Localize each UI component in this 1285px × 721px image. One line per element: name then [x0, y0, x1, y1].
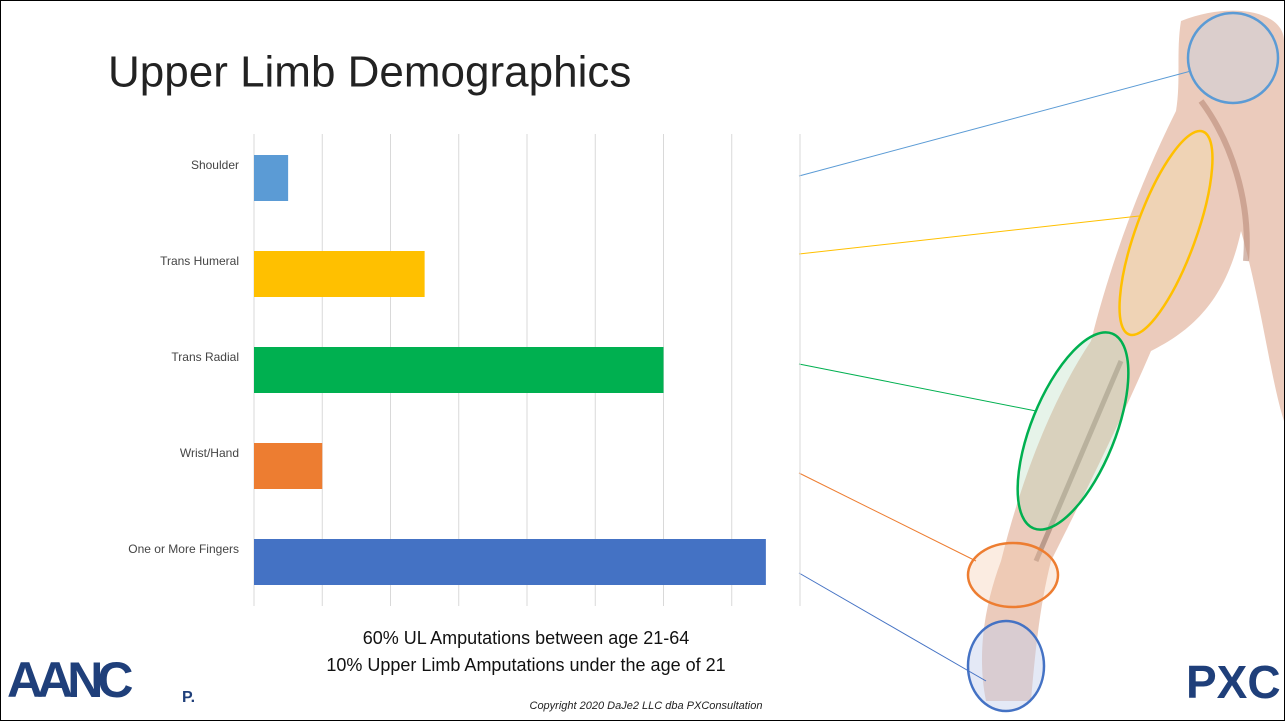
note: 60% UL Amputations between age 21-64 [363, 628, 690, 648]
y-tick-label: Wrist/Hand [180, 446, 239, 460]
y-tick-label: Shoulder [191, 158, 239, 172]
logo-left-suffix: P. [182, 689, 195, 706]
bar [254, 155, 289, 201]
bar [254, 251, 425, 297]
y-tick-label: Trans Humeral [160, 254, 239, 268]
bar [254, 443, 323, 489]
chart-title: Upper Limb Demographics [108, 48, 631, 97]
y-tick-label: One or More Fingers [128, 542, 239, 556]
copyright: Copyright 2020 DaJe2 LLC dba PXConsultat… [530, 700, 763, 712]
bar [254, 347, 664, 393]
arm-illustration [798, 10, 1284, 713]
bar [254, 539, 766, 585]
y-tick-label: Trans Radial [171, 350, 239, 364]
logo-right: PXC [1186, 656, 1281, 708]
note: 10% Upper Limb Amputations under the age… [326, 655, 725, 675]
logo-left: AANC [7, 652, 132, 708]
